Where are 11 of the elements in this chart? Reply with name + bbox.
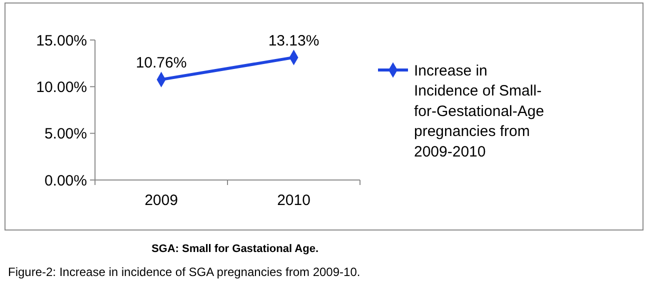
data-label: 10.76% — [136, 54, 187, 72]
text: SGA: Small for Gastational Age. — [151, 243, 319, 255]
y-tick-label: 5.00% — [44, 126, 87, 143]
legend-label: Increase in Incidence of Small-for-Gestational-Age pregnancies from 2009-2010 — [414, 62, 544, 160]
y-tick-label: 15.00% — [36, 32, 87, 50]
x-tick-label: 2009 — [144, 192, 178, 209]
text: Figure-2: Increase in incidence of SGA pregnancies from 2009-10. — [8, 265, 360, 279]
data-label: 13.13% — [268, 32, 320, 50]
y-tick-label: 0.00% — [44, 172, 87, 190]
x-tick-label: 2010 — [277, 192, 310, 209]
y-tick-label: 10.00% — [36, 78, 87, 96]
